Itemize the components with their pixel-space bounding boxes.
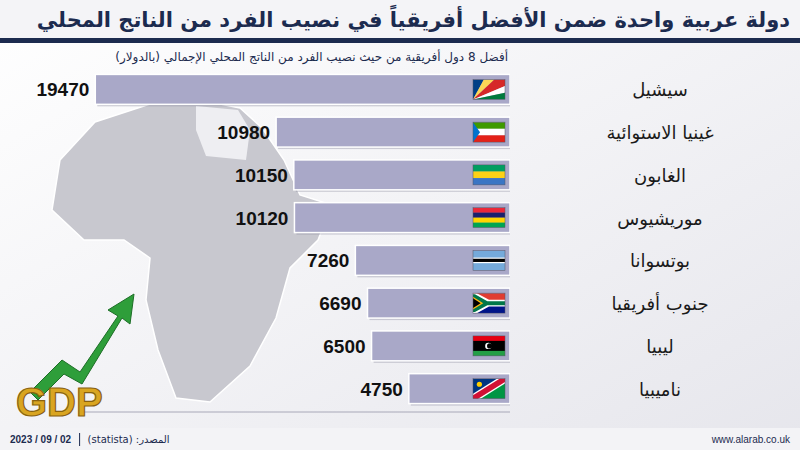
flag-part bbox=[473, 171, 505, 178]
category-label: غينيا الاستوائية bbox=[606, 122, 713, 144]
data-label: 6690 bbox=[319, 293, 361, 314]
flag-part bbox=[473, 379, 505, 399]
website: www.alarab.co.uk bbox=[711, 434, 791, 445]
flag bbox=[473, 293, 505, 313]
annotation: GDP bbox=[16, 380, 103, 424]
flag-part bbox=[473, 165, 505, 172]
flag-part bbox=[485, 343, 491, 349]
data-label: 10120 bbox=[236, 208, 289, 229]
flag-part bbox=[473, 258, 505, 264]
date: 2023 / 09 / 02 bbox=[10, 434, 72, 445]
bars bbox=[95, 74, 510, 405]
bar bbox=[294, 203, 510, 233]
title-band bbox=[0, 0, 800, 38]
flag-border bbox=[473, 336, 505, 356]
data-label: 10980 bbox=[217, 122, 270, 143]
category-label: بوتسوانا bbox=[630, 250, 690, 272]
data-label: 10150 bbox=[235, 165, 288, 186]
title-rule bbox=[0, 38, 800, 43]
bar bbox=[368, 288, 510, 318]
flag bbox=[473, 250, 505, 270]
chart: دولة عربية واحدة ضمن الأفضل أفريقياً في … bbox=[0, 0, 800, 450]
flag-border bbox=[473, 165, 505, 185]
bar bbox=[372, 331, 510, 361]
footer-separator bbox=[79, 433, 80, 446]
flag-border bbox=[473, 79, 505, 99]
flag-part bbox=[473, 79, 505, 99]
flag-part bbox=[473, 351, 505, 356]
flag-part bbox=[473, 122, 480, 142]
flag-part bbox=[473, 298, 481, 308]
flag-part bbox=[487, 343, 492, 348]
flag-part bbox=[473, 86, 505, 99]
flag-part bbox=[473, 135, 505, 142]
flag-border bbox=[473, 379, 505, 399]
flag-part bbox=[473, 122, 505, 129]
data-label: 4750 bbox=[361, 379, 403, 400]
bar bbox=[409, 374, 510, 404]
data-label: 19470 bbox=[36, 79, 89, 100]
category-label: الغابون bbox=[634, 165, 686, 187]
data-label: 7260 bbox=[307, 250, 349, 271]
flag-part bbox=[473, 293, 505, 313]
flag-part bbox=[473, 379, 505, 399]
flags bbox=[473, 79, 505, 398]
flag-border bbox=[473, 208, 505, 228]
footer-band bbox=[0, 428, 800, 450]
category-label: ليبيا bbox=[646, 336, 673, 357]
flag bbox=[473, 208, 505, 228]
flag bbox=[473, 79, 505, 99]
flag-part bbox=[473, 208, 505, 213]
flag-part bbox=[473, 341, 505, 351]
flag-part bbox=[473, 379, 505, 399]
bar bbox=[294, 160, 510, 190]
flag-part bbox=[473, 218, 505, 223]
flag-part bbox=[473, 294, 505, 312]
category-label: موريشيوس bbox=[617, 208, 702, 230]
background bbox=[0, 0, 800, 450]
category-label: ناميبيا bbox=[639, 379, 681, 400]
bar bbox=[276, 117, 510, 147]
flag bbox=[473, 122, 505, 142]
flag-border bbox=[473, 250, 505, 270]
flag-part bbox=[473, 223, 505, 228]
subtitle: أفضل 8 دول أفريقية من حيث نصيب الفرد من … bbox=[115, 49, 508, 65]
title: دولة عربية واحدة ضمن الأفضل أفريقياً في … bbox=[37, 4, 790, 32]
source: المصدر: (statista) bbox=[88, 434, 170, 445]
category-label: سيشيل bbox=[632, 79, 688, 100]
flag-part bbox=[473, 259, 505, 262]
flag bbox=[473, 379, 505, 399]
category-label: جنوب أفريقيا bbox=[611, 292, 708, 315]
bar bbox=[355, 245, 510, 275]
flag-part bbox=[473, 213, 505, 218]
flag-part bbox=[473, 336, 505, 341]
flag-part bbox=[473, 379, 505, 399]
data-label: 6500 bbox=[323, 336, 365, 357]
flag-part bbox=[473, 93, 505, 100]
bar bbox=[95, 74, 510, 104]
flag-part bbox=[473, 178, 505, 185]
flag-border bbox=[473, 293, 505, 313]
flag bbox=[473, 336, 505, 356]
flag-part bbox=[473, 297, 483, 310]
flag-border bbox=[473, 122, 505, 142]
flag-part bbox=[473, 250, 505, 270]
x-axis bbox=[84, 412, 510, 413]
flag bbox=[473, 165, 505, 185]
flag-part bbox=[477, 382, 482, 387]
